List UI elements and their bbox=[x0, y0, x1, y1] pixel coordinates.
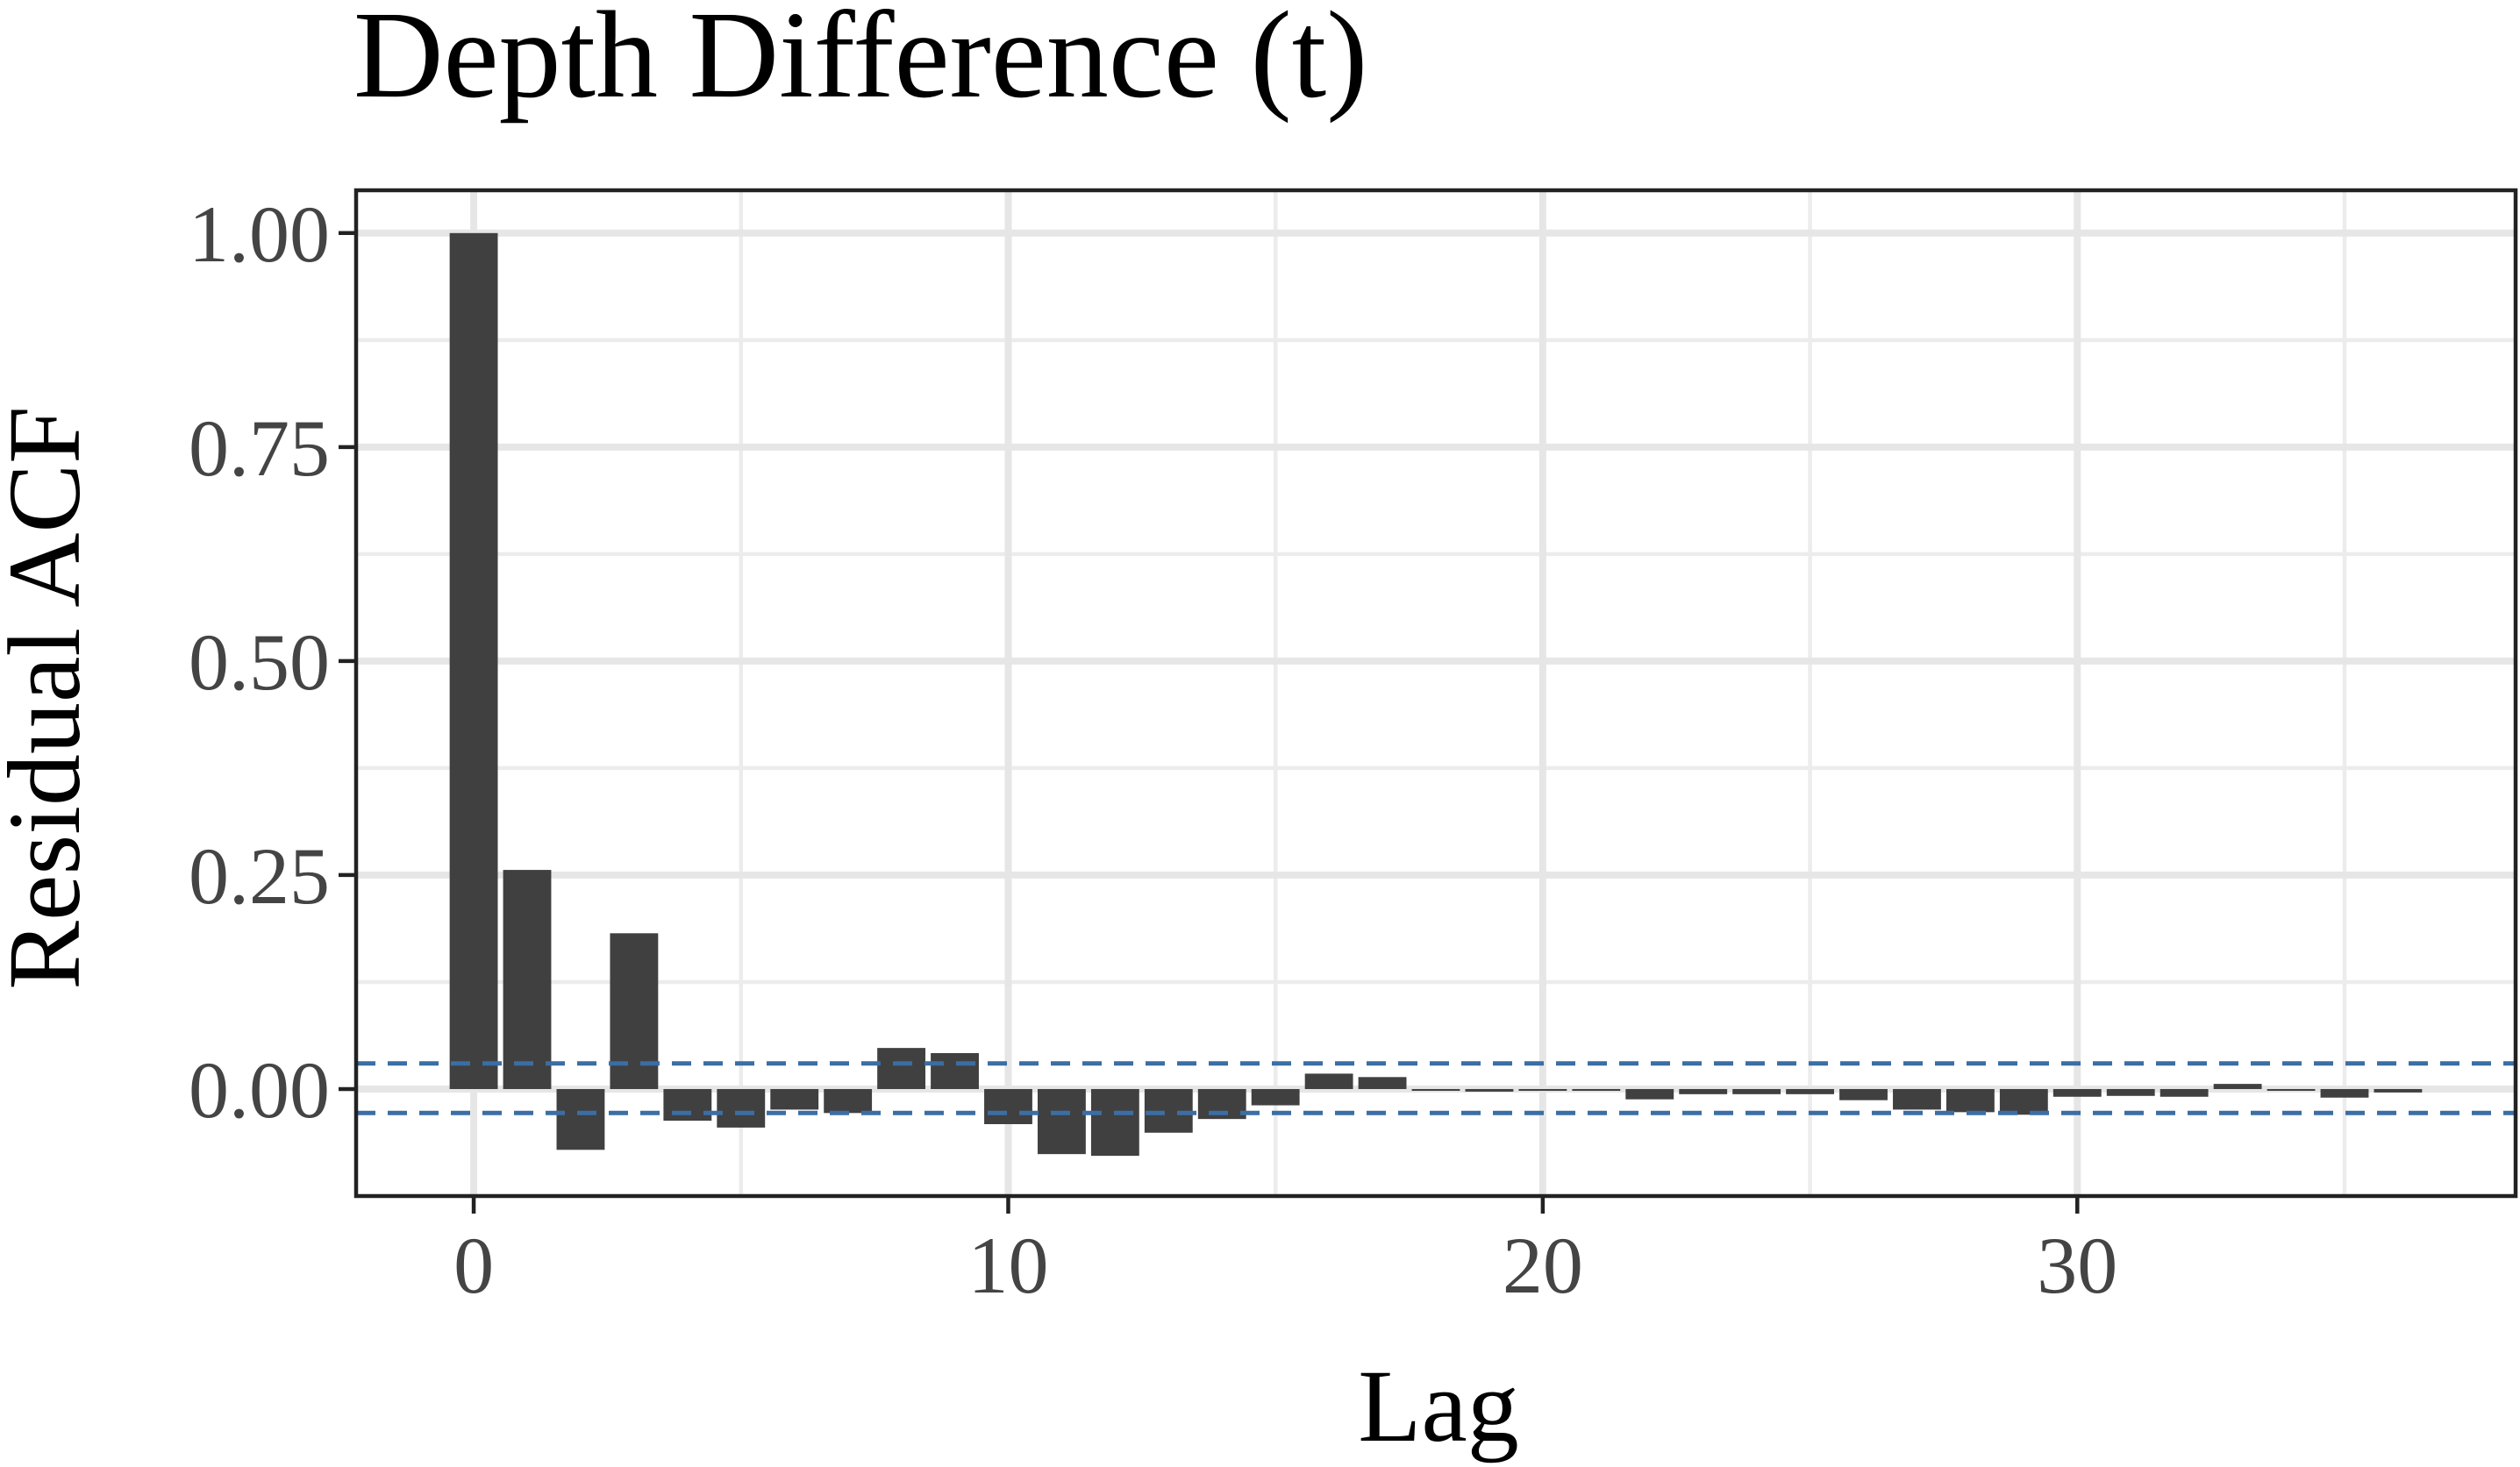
acf-bar-lag-12 bbox=[1090, 1088, 1139, 1157]
acf-bar-lag-2 bbox=[556, 1088, 605, 1150]
x-tick-label: 30 bbox=[2037, 1221, 2117, 1310]
acf-bar-lag-18 bbox=[1411, 1088, 1460, 1091]
x-tick-label: 0 bbox=[453, 1221, 494, 1310]
acf-bar-lag-23 bbox=[1679, 1088, 1728, 1094]
y-tick-label: 1.00 bbox=[189, 189, 330, 279]
x-axis: 0 10 20 30 bbox=[453, 1196, 2117, 1310]
acf-bar-lag-5 bbox=[717, 1088, 766, 1128]
acf-bar-lag-27 bbox=[1893, 1088, 1941, 1110]
y-tick-label: 0.75 bbox=[189, 403, 330, 493]
acf-bar-lag-33 bbox=[2213, 1084, 2262, 1089]
y-tick-label: 0.25 bbox=[189, 831, 330, 921]
acf-bar-lag-21 bbox=[1572, 1088, 1621, 1091]
y-axis-title: Residual ACF bbox=[0, 406, 102, 989]
confidence-band bbox=[356, 1061, 2516, 1115]
chart-title: Depth Difference (t) bbox=[353, 0, 1367, 124]
acf-bar-lag-10 bbox=[984, 1088, 1032, 1125]
x-tick-label: 20 bbox=[1503, 1221, 1583, 1310]
acf-bar-lag-36 bbox=[2374, 1088, 2423, 1093]
acf-bar-lag-4 bbox=[663, 1088, 712, 1122]
acf-bar-lag-19 bbox=[1465, 1088, 1514, 1092]
acf-bar-lag-22 bbox=[1625, 1088, 1674, 1100]
acf-bar-lag-32 bbox=[2159, 1088, 2209, 1097]
x-tick-label: 10 bbox=[967, 1221, 1048, 1310]
acf-bar-lag-1 bbox=[503, 870, 552, 1089]
bars bbox=[449, 232, 2423, 1157]
acf-bar-lag-11 bbox=[1037, 1088, 1086, 1155]
acf-bar-lag-25 bbox=[1786, 1088, 1835, 1094]
acf-bar-lag-34 bbox=[2267, 1088, 2316, 1091]
panel-border bbox=[353, 188, 2518, 1199]
acf-bar-lag-24 bbox=[1732, 1088, 1781, 1094]
acf-bar-lag-17 bbox=[1358, 1077, 1407, 1089]
acf-bar-lag-3 bbox=[610, 933, 659, 1089]
acf-bar-lag-15 bbox=[1251, 1088, 1300, 1106]
acf-bar-lag-8 bbox=[877, 1048, 926, 1089]
y-axis: 0.00 0.25 0.50 0.75 1.00 bbox=[189, 189, 356, 1135]
acf-bar-lag-29 bbox=[1999, 1088, 2048, 1115]
acf-bar-lag-31 bbox=[2106, 1088, 2155, 1096]
y-tick-label: 0.00 bbox=[189, 1045, 330, 1135]
grid-lines bbox=[356, 190, 2516, 1196]
acf-bar-lag-35 bbox=[2320, 1088, 2369, 1098]
acf-bar-lag-28 bbox=[1945, 1088, 1995, 1113]
acf-bar-lag-20 bbox=[1518, 1088, 1567, 1091]
acf-bar-lag-26 bbox=[1839, 1088, 1888, 1100]
acf-bar-lag-6 bbox=[770, 1088, 819, 1110]
acf-bar-lag-9 bbox=[931, 1052, 979, 1089]
y-tick-label: 0.50 bbox=[189, 617, 330, 707]
x-axis-title: Lag bbox=[1358, 1349, 1518, 1463]
acf-bar-lag-30 bbox=[2052, 1088, 2102, 1097]
acf-bar-lag-0 bbox=[449, 232, 498, 1089]
acf-bar-lag-7 bbox=[824, 1088, 873, 1114]
acf-bar-lag-16 bbox=[1304, 1073, 1353, 1089]
